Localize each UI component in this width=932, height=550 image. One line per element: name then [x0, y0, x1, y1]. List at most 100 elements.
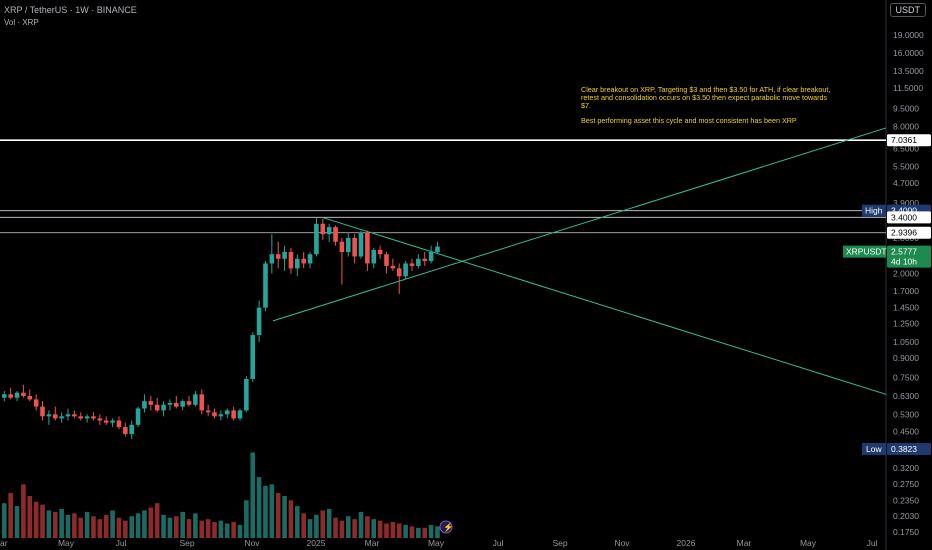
candle-body	[148, 401, 154, 405]
low-tag: 0.3823	[891, 444, 917, 454]
candle-body	[377, 249, 383, 255]
x-tick-label: Mar	[365, 538, 380, 548]
volume-bar	[167, 517, 173, 538]
candle-body	[52, 414, 58, 419]
volume-bar	[250, 452, 256, 538]
volume-bar	[59, 509, 64, 538]
candle-body	[21, 392, 26, 396]
volume-bar	[212, 522, 217, 538]
candle-body	[167, 402, 173, 405]
candle-body	[33, 399, 39, 407]
volume-bar	[320, 510, 326, 538]
y-tick-label: 0.2350	[893, 496, 919, 506]
candle-body	[333, 227, 338, 242]
volume-bar	[269, 484, 275, 538]
candle-body	[65, 414, 71, 417]
volume-bar	[435, 526, 440, 538]
y-tick-label: 0.3200	[893, 463, 919, 473]
volume-bar	[116, 517, 122, 538]
y-tick-label: 3.9000	[893, 198, 919, 208]
candle-body	[301, 258, 306, 264]
candle-body	[173, 402, 179, 407]
y-tick-label: 1.0500	[893, 337, 919, 347]
candle-body	[320, 223, 326, 235]
candle-body	[14, 392, 20, 398]
level-tag-3-4-bg	[887, 211, 931, 224]
candle-body	[390, 265, 396, 269]
candle-body	[40, 406, 45, 417]
candle-body	[110, 420, 115, 423]
volume-indicator-label[interactable]: Vol · XRP	[4, 18, 39, 27]
candle-body	[256, 307, 262, 336]
y-tick-label: 0.4500	[893, 427, 919, 437]
candle-body	[384, 254, 389, 266]
candle-body	[307, 254, 313, 264]
volume-bar	[428, 524, 434, 538]
y-tick-label: 9.5000	[893, 103, 919, 113]
chart-title: XRP / TetherUS · 1W · BINANCE	[4, 5, 137, 15]
volume-bar	[403, 524, 408, 538]
x-tick-label: Nov	[614, 538, 630, 548]
volume-bar	[416, 527, 421, 538]
y-tick-label: 0.2750	[893, 479, 919, 489]
candle-body	[154, 404, 160, 411]
candle-body	[205, 410, 211, 413]
volume-bar	[46, 510, 52, 538]
x-tick-label: May	[800, 538, 817, 548]
candle-body	[135, 408, 141, 425]
candle-body	[326, 227, 332, 235]
level-tag-2-94-bg	[887, 226, 931, 239]
volume-bar	[333, 517, 338, 538]
volume-bar	[110, 510, 115, 538]
volume-bar	[288, 500, 294, 538]
y-tick-label: 8.0000	[893, 122, 919, 132]
volume-bar	[193, 513, 198, 538]
y-tick-label: 1.4500	[893, 303, 919, 313]
candle-body	[282, 252, 287, 259]
volume-bar	[84, 511, 90, 538]
candle-body	[396, 268, 402, 277]
volume-bar	[244, 500, 249, 538]
candle-body	[269, 254, 275, 264]
candle-body	[345, 237, 351, 253]
y-tick-label: 19.0000	[893, 30, 924, 40]
volume-bar	[307, 519, 313, 538]
x-tick-label: Mar	[737, 538, 752, 548]
volume-bar	[326, 509, 332, 538]
volume-bar	[263, 485, 268, 538]
candle-body	[288, 252, 294, 269]
volume-bar	[186, 519, 192, 538]
candle-body	[244, 378, 249, 411]
candle-body	[403, 263, 408, 277]
candle-body	[123, 427, 128, 435]
volume-bar	[390, 522, 396, 538]
candle-body	[116, 420, 122, 428]
y-tick-label: 4.7000	[893, 178, 919, 188]
volume-bar	[314, 514, 319, 538]
y-tick-label: 0.5300	[893, 409, 919, 419]
volume-bar	[339, 520, 345, 538]
candle-body	[275, 254, 281, 259]
x-tick-label: ar	[0, 538, 8, 548]
candle-body	[2, 394, 7, 398]
low-tag-bg	[887, 442, 931, 455]
volume-bar	[205, 519, 211, 538]
y-tick-label: 2.0000	[893, 269, 919, 279]
candle-body	[59, 416, 64, 419]
volume-bar	[199, 520, 205, 538]
volume-bar	[358, 511, 364, 538]
volume-bar	[65, 514, 71, 538]
candle-body	[339, 241, 345, 253]
volume-bar	[97, 519, 103, 538]
lightning-icon	[439, 520, 453, 534]
candle-body	[129, 424, 134, 435]
candle-body	[358, 232, 364, 257]
volume-bar	[14, 506, 20, 538]
low-label-bg	[862, 442, 886, 455]
volume-bar	[173, 516, 179, 538]
candle-body	[435, 246, 440, 253]
volume-bar	[21, 484, 26, 538]
x-tick-label: Nov	[244, 538, 260, 548]
currency-button[interactable]: USDT	[889, 3, 926, 17]
